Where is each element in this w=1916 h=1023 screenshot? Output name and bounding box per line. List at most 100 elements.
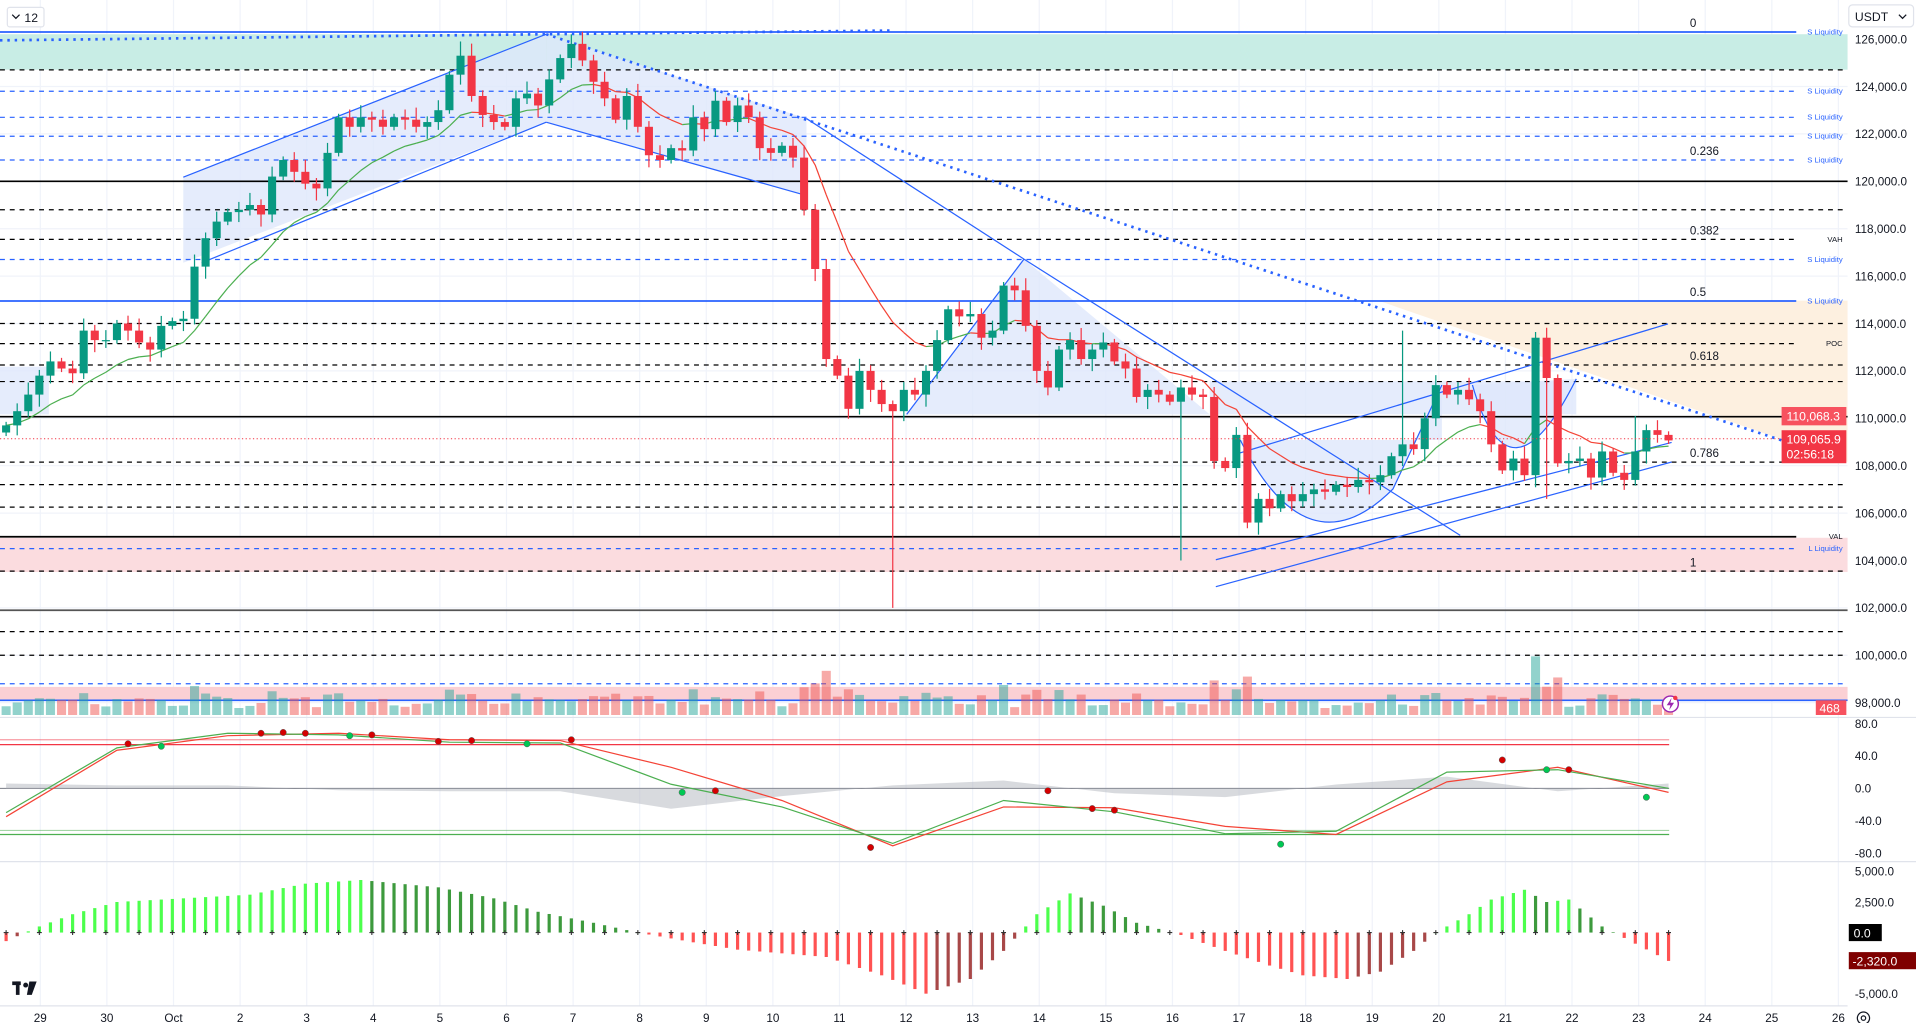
macd-bar <box>192 897 197 933</box>
candle-body <box>256 205 266 215</box>
macd-signal-marker <box>1134 930 1140 936</box>
candle-body <box>1531 337 1540 476</box>
macd-last-box <box>1848 952 1916 970</box>
macd-signal-marker <box>369 930 375 936</box>
macd-bar <box>514 905 518 933</box>
volume-bar <box>322 694 333 715</box>
osc-cross-dot <box>567 736 575 744</box>
macd-bar <box>846 932 851 965</box>
volume-bar <box>566 701 576 715</box>
tradingview-logo[interactable] <box>12 981 37 995</box>
macd-bar <box>1412 932 1416 951</box>
macd-bar <box>1334 932 1338 979</box>
volume-bar <box>1375 700 1385 715</box>
volume-bar <box>1120 702 1131 715</box>
volume-bar <box>866 700 876 715</box>
volume-bar <box>1519 697 1529 715</box>
drawings <box>0 29 1848 588</box>
ma-segment <box>881 305 894 323</box>
interval-button[interactable]: 12 <box>6 6 45 28</box>
volume-bar <box>1364 703 1374 715</box>
level-label: S Liquidity <box>1807 255 1843 264</box>
macd-bar <box>569 918 573 933</box>
ma-segment <box>537 104 550 111</box>
ma-segment <box>1590 441 1603 445</box>
macd-bar <box>868 932 873 972</box>
candle-body <box>1575 458 1584 461</box>
candle-body <box>578 43 587 61</box>
macd-bar <box>1445 926 1449 933</box>
volume-bar <box>156 700 166 715</box>
price-tick: 126,000.0 <box>1855 33 1908 46</box>
macd-signal-marker <box>602 930 608 936</box>
macd-signal-marker <box>768 930 774 936</box>
ma-segment <box>1213 392 1226 406</box>
ma-segment <box>83 377 96 386</box>
macd-signal-marker <box>435 930 441 936</box>
settings-gear-icon[interactable] <box>1856 1011 1871 1023</box>
ma-segment <box>216 287 229 303</box>
macd-bar <box>436 887 440 933</box>
price-axis[interactable]: 126,000.0 124,000.0 122,000.0 120,000.0 118,… <box>1855 33 1908 1001</box>
candle-body <box>456 55 465 75</box>
ma-segment <box>260 244 273 258</box>
time-axis[interactable]: 29 30 Oct 2 3 4 5 6 7 8 9 10 11 12 13 14 15 16 17 18 19 20 21 2… <box>34 1012 1845 1023</box>
macd-bar <box>204 897 208 933</box>
volume-bar <box>389 705 399 715</box>
volume-bar <box>478 700 488 715</box>
candle-body <box>744 105 753 118</box>
candle-body <box>367 117 376 120</box>
volume-bar <box>433 699 443 715</box>
macd-bar <box>115 902 119 933</box>
macd-bar <box>1666 932 1671 961</box>
volume-bar <box>877 701 887 715</box>
macd-bar <box>481 896 485 933</box>
candle-body <box>234 209 243 213</box>
macd-signal-marker <box>1499 930 1505 936</box>
supply-zone <box>0 34 1848 70</box>
candle-body <box>921 370 931 395</box>
macd-signal-marker <box>701 930 707 936</box>
macd-signal-marker <box>834 930 840 936</box>
ma-segment <box>338 179 351 191</box>
ma-segment <box>493 113 505 117</box>
ma-segment <box>1313 470 1326 475</box>
volume-bar <box>300 697 310 715</box>
candle-body <box>1265 498 1274 509</box>
volume-bar <box>1320 708 1330 715</box>
macd-bar <box>1567 899 1571 933</box>
volume-bar <box>1619 698 1629 715</box>
candle-body <box>700 117 709 130</box>
candle-body <box>57 361 66 369</box>
candle-body <box>777 145 786 153</box>
volume-bar <box>489 703 499 715</box>
macd-bar <box>259 892 263 933</box>
candle-body <box>489 114 498 123</box>
volume-bar <box>57 700 67 715</box>
volume-bar <box>178 705 188 715</box>
osc-cross-dot <box>867 844 875 851</box>
candle-body <box>1476 399 1485 412</box>
candle-body <box>1210 396 1219 461</box>
macd-bar <box>104 905 108 933</box>
volume-bar <box>1087 705 1097 715</box>
currency-selector[interactable]: USDT <box>1848 4 1915 28</box>
candle-body <box>212 221 221 239</box>
macd-bar <box>414 885 418 933</box>
macd-bar <box>1655 932 1660 956</box>
fall-upper <box>806 118 1025 260</box>
macd-bar <box>170 898 174 933</box>
macd-bar <box>1367 932 1371 975</box>
ma-segment <box>282 222 295 233</box>
osc-tick: 0.0 <box>1855 783 1872 796</box>
lightning-alert-icon[interactable] <box>1661 695 1680 713</box>
ma-segment <box>792 134 805 147</box>
ma-segment <box>1280 455 1293 464</box>
candle-body <box>667 148 676 160</box>
candle-body <box>445 74 454 111</box>
osc-cross-dot <box>279 729 287 736</box>
volume-bar <box>101 706 111 715</box>
time-tick: 26 <box>1832 1012 1845 1023</box>
time-tick: 12 <box>900 1012 913 1023</box>
